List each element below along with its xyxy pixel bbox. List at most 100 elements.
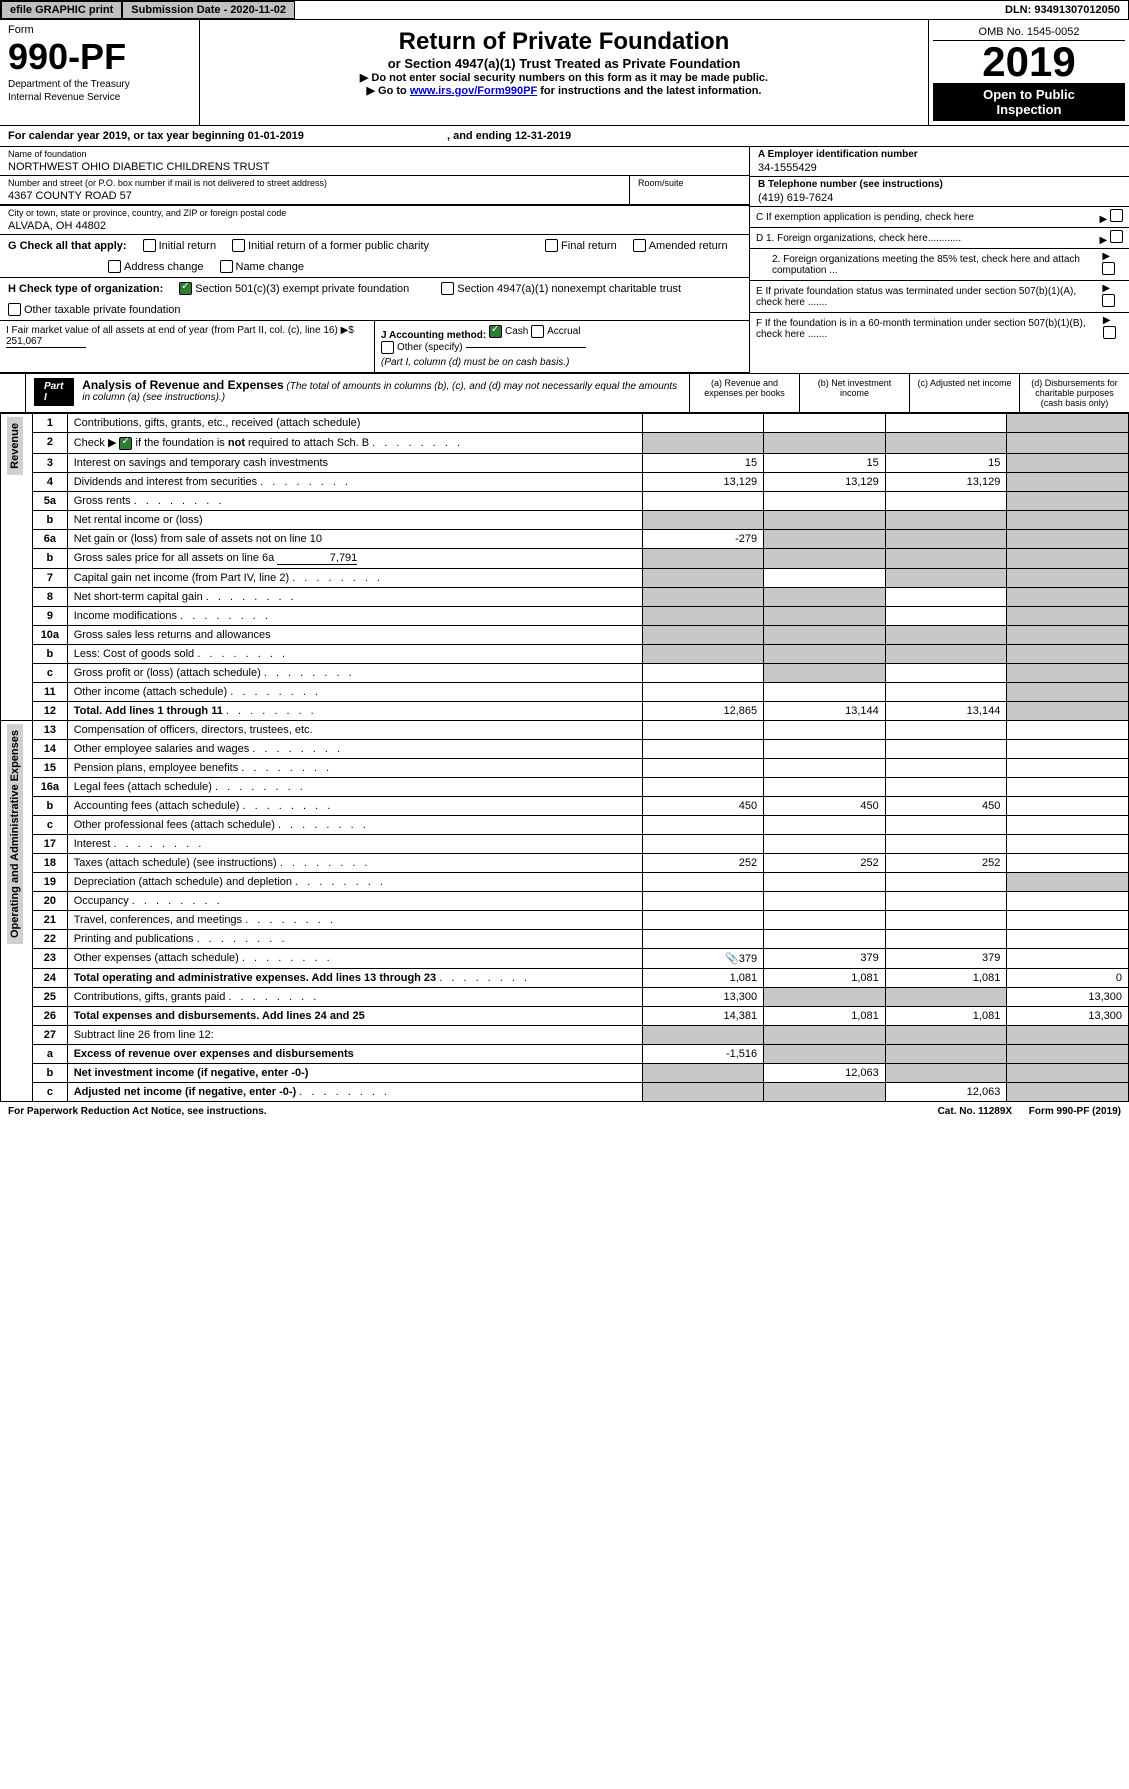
tax-year: 2019 (933, 41, 1125, 83)
initial-return-check[interactable] (143, 239, 156, 252)
col-d-value: 0 (1007, 968, 1129, 987)
col-b-value: 12,063 (764, 1063, 886, 1082)
table-row: cOther professional fees (attach schedul… (1, 815, 1129, 834)
table-row: 8Net short-term capital gain . . . . . .… (1, 587, 1129, 606)
form-label: Form (8, 24, 191, 36)
calendar-year: For calendar year 2019, or tax year begi… (0, 126, 1129, 147)
col-c-value (885, 491, 1007, 510)
amended-check[interactable] (633, 239, 646, 252)
table-row: 17Interest . . . . . . . . (1, 834, 1129, 853)
col-d-value: 13,300 (1007, 987, 1129, 1006)
table-row: 6aNet gain or (loss) from sale of assets… (1, 529, 1129, 548)
col-c-value (885, 587, 1007, 606)
col-b-value (764, 644, 886, 663)
col-d-value (1007, 1025, 1129, 1044)
table-row: 7Capital gain net income (from Part IV, … (1, 568, 1129, 587)
col-c-value (885, 663, 1007, 682)
street-address: 4367 COUNTY ROAD 57 (8, 188, 621, 202)
table-row: 12Total. Add lines 1 through 11 . . . . … (1, 701, 1129, 720)
form-number: 990-PF (8, 36, 191, 78)
page-footer: For Paperwork Reduction Act Notice, see … (0, 1102, 1129, 1121)
col-a-value: 13,129 (642, 472, 764, 491)
col-a-value (642, 1063, 764, 1082)
row-number: 4 (33, 472, 68, 491)
table-row: bGross sales price for all assets on lin… (1, 548, 1129, 568)
name-change-check[interactable] (220, 260, 233, 273)
row-number: 18 (33, 853, 68, 872)
initial-former-check[interactable] (232, 239, 245, 252)
col-d-value (1007, 682, 1129, 701)
part1-header-row: Part I Analysis of Revenue and Expenses … (0, 374, 1129, 413)
col-d-value (1007, 948, 1129, 968)
col-d-header: (d) Disbursements for charitable purpose… (1019, 374, 1129, 412)
submission-badge: Submission Date - 2020-11-02 (122, 1, 295, 19)
col-b-value (764, 929, 886, 948)
address-change-check[interactable] (108, 260, 121, 273)
department: Department of the Treasury Internal Reve… (8, 78, 191, 104)
col-a-value (642, 548, 764, 568)
row-number: 3 (33, 453, 68, 472)
row-label: Subtract line 26 from line 12: (67, 1025, 642, 1044)
col-a-value (642, 433, 764, 454)
other-method-check[interactable] (381, 341, 394, 354)
efile-badge: efile GRAPHIC print (1, 1, 122, 19)
name-label: Name of foundation (8, 149, 741, 159)
row-number: 26 (33, 1006, 68, 1025)
col-d-value (1007, 891, 1129, 910)
addr-label: Number and street (or P.O. box number if… (8, 178, 621, 188)
table-row: bAccounting fees (attach schedule) . . .… (1, 796, 1129, 815)
table-row: bNet rental income or (loss) (1, 510, 1129, 529)
accrual-check[interactable] (531, 325, 544, 338)
phone: (419) 619-7624 (758, 190, 1121, 204)
col-a-value (642, 491, 764, 510)
c-check[interactable] (1110, 209, 1123, 222)
other-taxable-check[interactable] (8, 303, 21, 316)
f-check[interactable] (1103, 326, 1116, 339)
d2-check[interactable] (1102, 262, 1115, 275)
col-a-value (642, 625, 764, 644)
col-c-header: (c) Adjusted net income (909, 374, 1019, 412)
row-label: Interest . . . . . . . . (67, 834, 642, 853)
final-return-check[interactable] (545, 239, 558, 252)
row-label: Capital gain net income (from Part IV, l… (67, 568, 642, 587)
row-label: Adjusted net income (if negative, enter … (67, 1082, 642, 1101)
col-c-value (885, 1044, 1007, 1063)
col-b-header: (b) Net investment income (799, 374, 909, 412)
table-row: 25Contributions, gifts, grants paid . . … (1, 987, 1129, 1006)
row-number: 20 (33, 891, 68, 910)
col-b-value (764, 625, 886, 644)
g-section: G Check all that apply: Initial return I… (0, 235, 749, 278)
h-label: H Check type of organization: (8, 283, 163, 295)
form-title: Return of Private Foundation (208, 28, 920, 56)
col-d-value (1007, 1044, 1129, 1063)
col-a-value (642, 568, 764, 587)
instr-1: ▶ Do not enter social security numbers o… (208, 71, 920, 84)
col-b-value (764, 720, 886, 739)
col-b-value (764, 987, 886, 1006)
col-d-value (1007, 606, 1129, 625)
4947-check[interactable] (441, 282, 454, 295)
col-c-value (885, 720, 1007, 739)
row-number: 9 (33, 606, 68, 625)
col-c-value: 12,063 (885, 1082, 1007, 1101)
e-check[interactable] (1102, 294, 1115, 307)
col-b-value: 1,081 (764, 968, 886, 987)
col-b-value (764, 758, 886, 777)
row-number: 1 (33, 414, 68, 433)
cash-check[interactable] (489, 325, 502, 338)
row-number: 6a (33, 529, 68, 548)
table-row: 22Printing and publications . . . . . . … (1, 929, 1129, 948)
row-label: Other professional fees (attach schedule… (67, 815, 642, 834)
table-row: 20Occupancy . . . . . . . . (1, 891, 1129, 910)
col-b-value: 252 (764, 853, 886, 872)
part1-table: Revenue1Contributions, gifts, grants, et… (0, 413, 1129, 1102)
col-b-value: 379 (764, 948, 886, 968)
f-label: F If the foundation is in a 60-month ter… (756, 318, 1103, 340)
col-b-value: 450 (764, 796, 886, 815)
col-c-value (885, 548, 1007, 568)
d1-check[interactable] (1110, 230, 1123, 243)
501c3-check[interactable] (179, 282, 192, 295)
col-a-value (642, 777, 764, 796)
row-label: Gross rents . . . . . . . . (67, 491, 642, 510)
irs-link[interactable]: www.irs.gov/Form990PF (410, 85, 537, 97)
